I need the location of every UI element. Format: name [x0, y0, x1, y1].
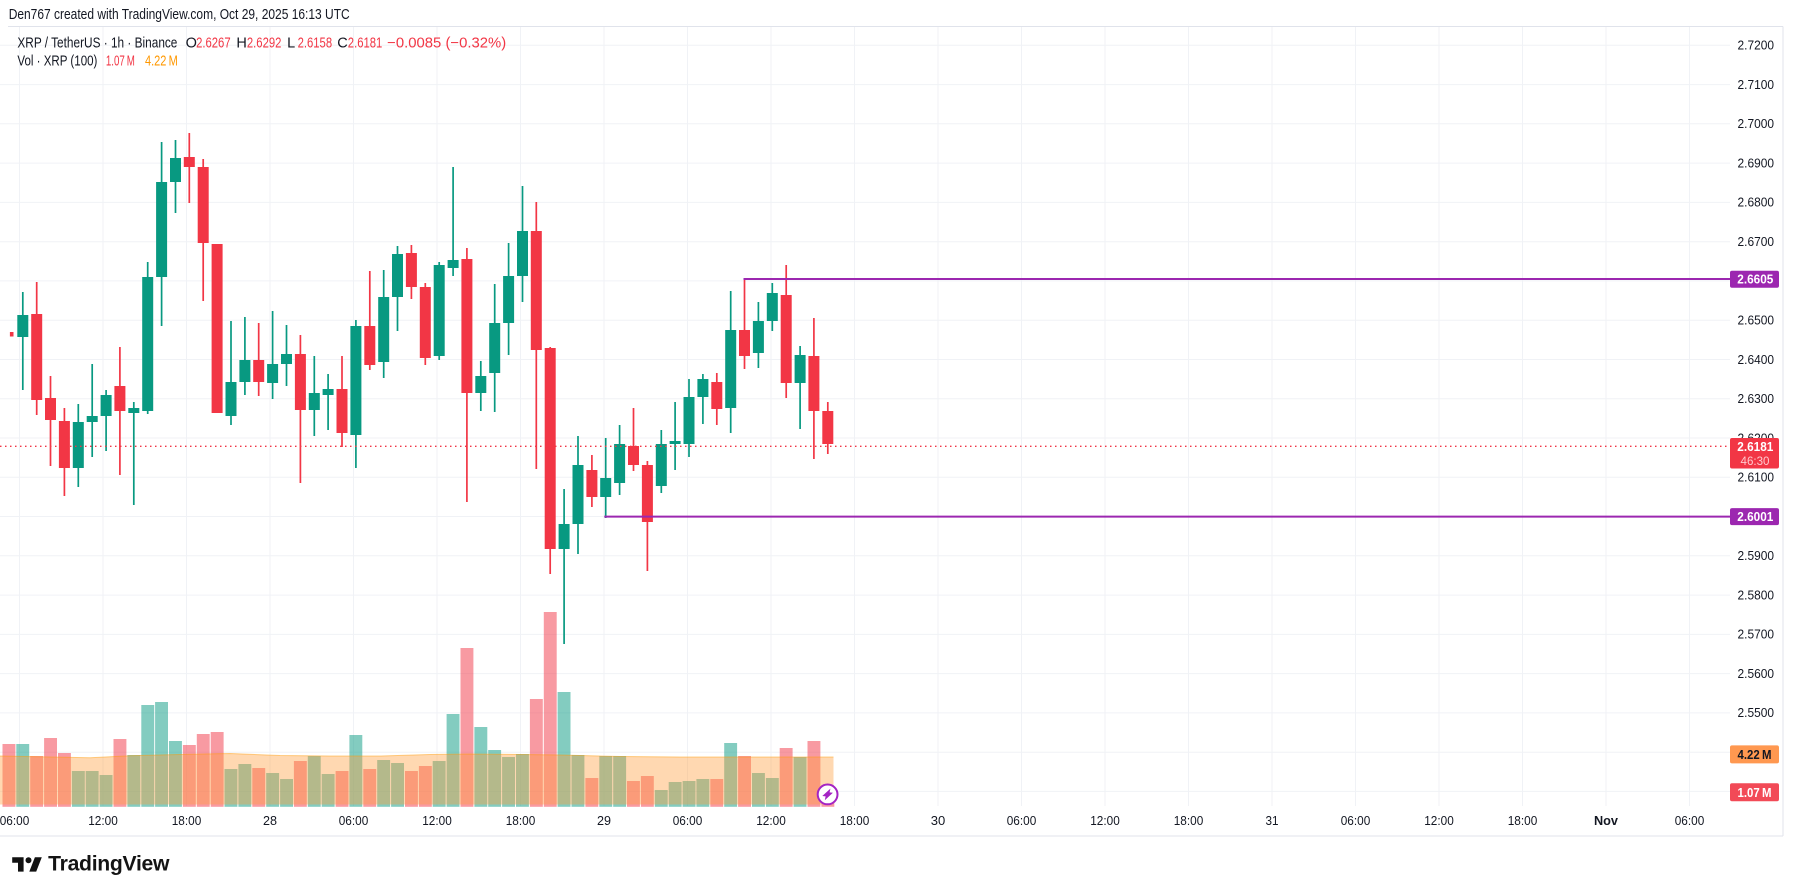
svg-text:12:00: 12:00	[88, 814, 118, 828]
svg-text:L: L	[287, 35, 295, 51]
svg-text:18:00: 18:00	[506, 814, 536, 828]
svg-text:4.22 M: 4.22 M	[145, 53, 178, 69]
svg-text:18:00: 18:00	[840, 814, 870, 828]
svg-text:2.5800: 2.5800	[1738, 588, 1775, 602]
svg-text:2.7100: 2.7100	[1738, 78, 1775, 92]
svg-text:2.6001: 2.6001	[1737, 510, 1773, 524]
svg-text:2.6500: 2.6500	[1738, 314, 1775, 328]
svg-text:46:30: 46:30	[1741, 456, 1770, 468]
svg-text:30: 30	[931, 814, 946, 828]
svg-text:Vol · XRP (100): Vol · XRP (100)	[17, 53, 97, 69]
svg-text:2.6181: 2.6181	[1737, 440, 1773, 454]
svg-text:06:00: 06:00	[339, 814, 369, 828]
svg-text:1.07 M: 1.07 M	[1738, 786, 1772, 800]
svg-text:O: O	[186, 35, 197, 51]
svg-text:06:00: 06:00	[673, 814, 703, 828]
svg-text:Nov: Nov	[1594, 814, 1618, 828]
svg-text:XRP / TetherUS · 1h · Binance: XRP / TetherUS · 1h · Binance	[17, 35, 177, 51]
svg-text:12:00: 12:00	[1090, 814, 1120, 828]
svg-text:2.6181: 2.6181	[348, 35, 383, 51]
svg-text:2.6700: 2.6700	[1738, 235, 1775, 249]
svg-text:06:00: 06:00	[0, 814, 29, 828]
svg-text:2.6100: 2.6100	[1738, 471, 1775, 485]
svg-text:18:00: 18:00	[172, 814, 202, 828]
svg-text:18:00: 18:00	[1508, 814, 1538, 828]
svg-text:2.6267: 2.6267	[196, 35, 231, 51]
svg-text:2.6605: 2.6605	[1737, 273, 1773, 287]
svg-text:2.7200: 2.7200	[1738, 39, 1775, 53]
svg-text:2.6400: 2.6400	[1738, 353, 1775, 367]
svg-text:29: 29	[597, 814, 611, 828]
svg-text:31: 31	[1266, 814, 1279, 828]
svg-text:2.6800: 2.6800	[1738, 196, 1775, 210]
svg-text:06:00: 06:00	[1675, 814, 1705, 828]
svg-text:−0.0085 (−0.32%): −0.0085 (−0.32%)	[387, 35, 506, 51]
svg-text:06:00: 06:00	[1007, 814, 1037, 828]
svg-text:28: 28	[263, 814, 277, 828]
svg-text:12:00: 12:00	[1424, 814, 1454, 828]
svg-text:18:00: 18:00	[1174, 814, 1204, 828]
svg-text:2.5500: 2.5500	[1738, 706, 1775, 720]
svg-text:C: C	[337, 35, 347, 51]
svg-text:2.5600: 2.5600	[1738, 667, 1775, 681]
svg-text:2.6292: 2.6292	[247, 35, 282, 51]
svg-text:2.6158: 2.6158	[298, 35, 333, 51]
svg-text:2.5700: 2.5700	[1738, 628, 1775, 642]
svg-text:H: H	[236, 35, 246, 51]
svg-text:2.7000: 2.7000	[1738, 117, 1775, 131]
svg-text:12:00: 12:00	[422, 814, 452, 828]
svg-text:4.22 M: 4.22 M	[1738, 748, 1772, 762]
svg-text:06:00: 06:00	[1341, 814, 1371, 828]
svg-text:1.07 M: 1.07 M	[106, 53, 135, 69]
svg-text:2.5900: 2.5900	[1738, 549, 1775, 563]
svg-text:2.6300: 2.6300	[1738, 392, 1775, 406]
svg-text:TradingView: TradingView	[48, 853, 170, 876]
svg-text:12:00: 12:00	[756, 814, 786, 828]
svg-text:Den767 created with TradingVie: Den767 created with TradingView.com, Oct…	[9, 6, 350, 23]
svg-text:2.6900: 2.6900	[1738, 156, 1775, 170]
